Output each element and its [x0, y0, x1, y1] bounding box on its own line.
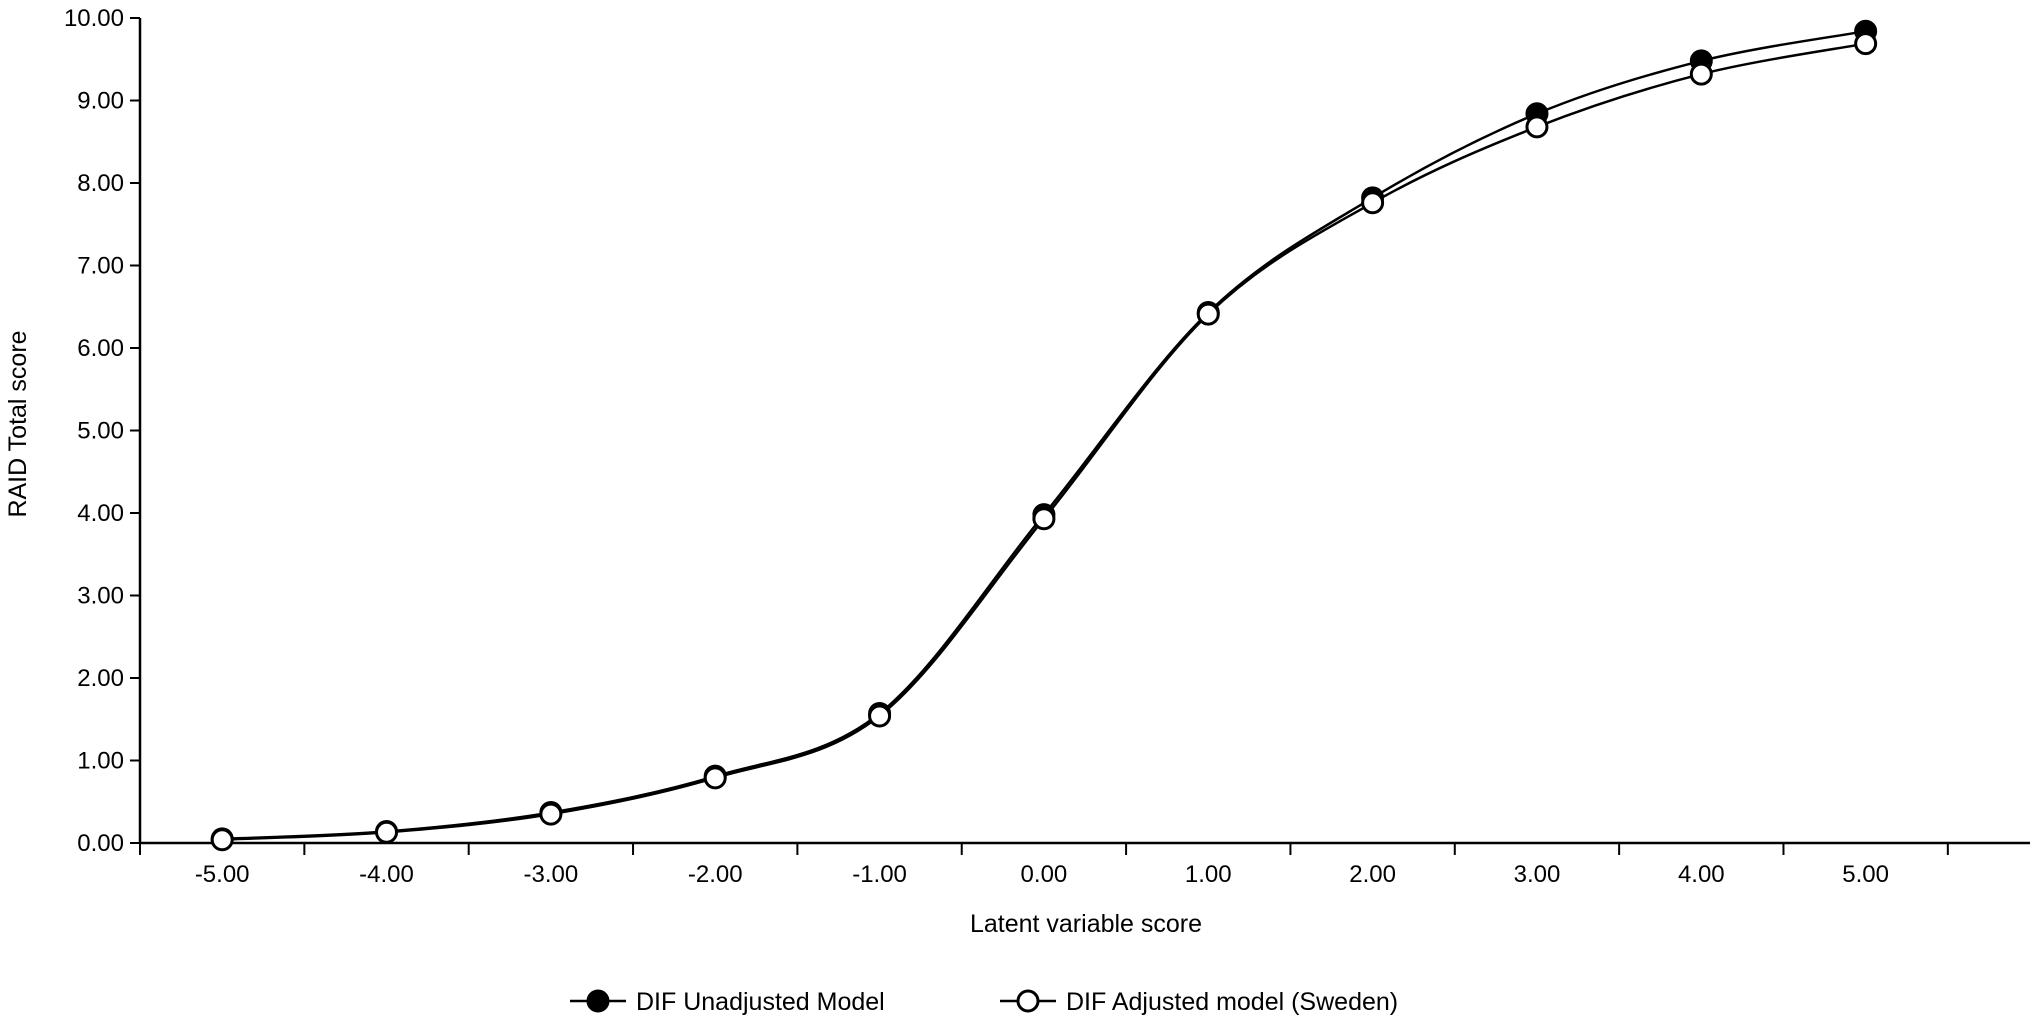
x-tick-label: 4.00: [1678, 861, 1725, 888]
y-axis-ticks: 0.00 1.00 2.00 3.00 4.00 5.00 6.00 7.00 8.00 9.00…: [64, 5, 140, 857]
legend-marker: [1016, 989, 1040, 1013]
x-tick-label: -4.00: [359, 861, 414, 888]
legend-item: DIF Unadjusted Model: [570, 988, 885, 1016]
x-tick-label: -5.00: [195, 861, 250, 888]
data-point: [1196, 302, 1220, 326]
y-tick-label: 3.00: [77, 583, 124, 610]
y-tick-label: 9.00: [77, 88, 124, 115]
legend-marker: [586, 989, 610, 1013]
legend-item: DIF Adjusted model (Sweden): [1000, 988, 1398, 1016]
legend: DIF Unadjusted Model DIF Adjusted model (…: [570, 988, 1398, 1016]
x-tick-label: -2.00: [688, 861, 743, 888]
x-tick-label: -3.00: [524, 861, 579, 888]
x-axis-ticks: -5.00 -4.00 -3.00 -2.00 -1.00 0.00 1.00 2.00 3.0…: [139, 843, 1949, 888]
y-tick-label: 1.00: [77, 748, 124, 775]
series-2: [210, 32, 1878, 852]
data-point: [375, 820, 399, 844]
data-point: [1032, 507, 1056, 531]
y-tick-label: 7.00: [77, 253, 124, 280]
x-tick-label: 5.00: [1842, 861, 1889, 888]
y-tick-label: 8.00: [77, 170, 124, 197]
series-layer: [210, 19, 1878, 852]
series-line: [222, 29, 1866, 841]
series-line: [222, 42, 1866, 841]
data-point: [868, 704, 892, 728]
legend-label: DIF Unadjusted Model: [636, 988, 885, 1016]
x-axis-label: Latent variable score: [970, 910, 1202, 938]
series-1: [210, 19, 1878, 851]
x-tick-label: -1.00: [852, 861, 907, 888]
data-point: [1854, 32, 1878, 56]
data-point: [703, 766, 727, 790]
y-tick-label: 4.00: [77, 500, 124, 527]
axes: [138, 18, 2030, 845]
data-point: [539, 802, 563, 826]
data-point: [210, 828, 234, 852]
x-tick-label: 1.00: [1185, 861, 1232, 888]
y-tick-label: 0.00: [77, 830, 124, 857]
legend-label: DIF Adjusted model (Sweden): [1066, 988, 1398, 1016]
data-point: [1525, 115, 1549, 139]
y-tick-label: 6.00: [77, 335, 124, 362]
data-point: [1361, 191, 1385, 215]
data-point: [1689, 62, 1713, 86]
y-tick-label: 5.00: [77, 418, 124, 445]
y-tick-label: 2.00: [77, 665, 124, 692]
x-tick-label: 3.00: [1514, 861, 1561, 888]
y-axis-label: RAID Total score: [4, 330, 32, 517]
y-tick-label: 10.00: [64, 5, 124, 32]
x-tick-label: 2.00: [1349, 861, 1396, 888]
x-tick-label: 0.00: [1021, 861, 1068, 888]
